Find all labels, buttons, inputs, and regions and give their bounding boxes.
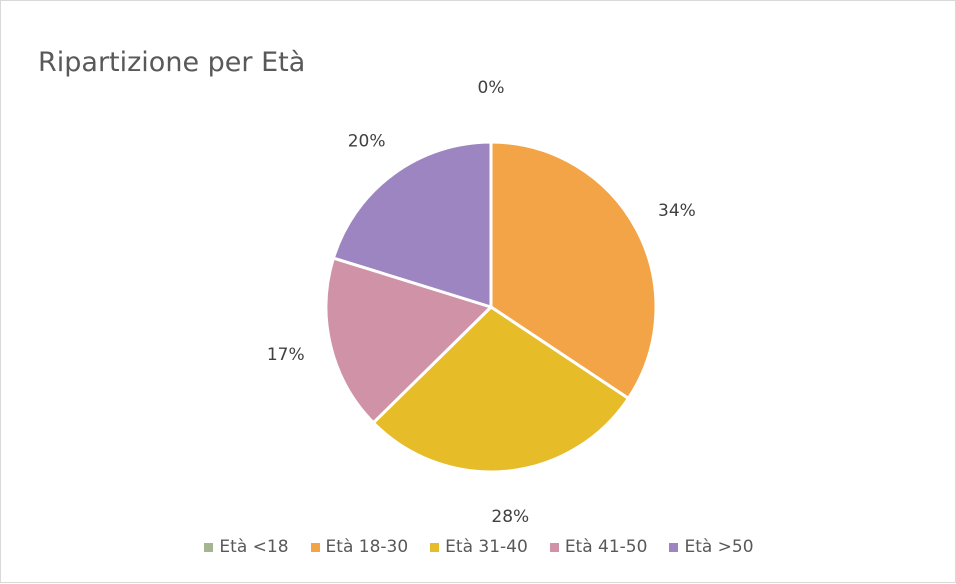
legend-label-3: Età 41-50 <box>564 537 648 557</box>
pie-data-labels: 0% 34% 28% 17% 20% <box>267 78 696 527</box>
data-label-4: 20% <box>348 132 386 152</box>
legend-item-1: Età 18-30 <box>310 537 409 557</box>
legend-label-1: Età 18-30 <box>325 537 409 557</box>
legend-item-4: Età >50 <box>669 537 754 557</box>
legend-label-2: Età 31-40 <box>445 537 528 557</box>
data-label-1: 34% <box>658 201 696 221</box>
pie-slices <box>324 140 658 474</box>
pie-slice-3 <box>324 256 493 425</box>
chart-title: Ripartizione per Età <box>38 47 306 78</box>
legend-swatch-4 <box>669 542 679 552</box>
legend-label-4: Età >50 <box>684 537 754 557</box>
data-label-3: 17% <box>267 345 305 365</box>
legend-item-0: Età <18 <box>204 537 289 557</box>
legend-swatch-0 <box>204 542 214 552</box>
legend-item-2: Età 31-40 <box>430 537 528 557</box>
pie-slice-2 <box>371 305 630 474</box>
data-label-2: 28% <box>491 507 529 527</box>
legend-swatch-1 <box>310 542 320 552</box>
data-label-0: 0% <box>478 78 505 98</box>
pie-slice-4 <box>331 140 493 309</box>
legend-item-3: Età 41-50 <box>549 537 648 557</box>
legend-swatch-2 <box>430 542 440 552</box>
legend-label-0: Età <18 <box>219 537 289 557</box>
chart-legend: Età <18 Età 18-30 Età 31-40 Età 41-50 Età >5… <box>1 537 956 557</box>
legend-swatch-3 <box>549 542 559 552</box>
